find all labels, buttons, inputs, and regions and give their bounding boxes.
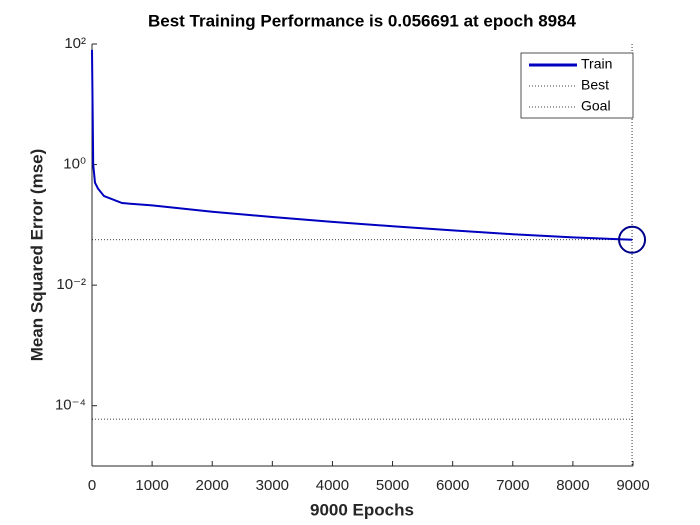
y-axis-label: Mean Squared Error (mse) <box>27 149 46 362</box>
chart-title: Best Training Performance is 0.056691 at… <box>148 11 577 30</box>
x-tick-label: 3000 <box>256 477 289 494</box>
best-marker <box>618 225 647 254</box>
y-tick-label: 10⁻² <box>56 276 86 293</box>
x-tick-label: 0 <box>88 477 96 494</box>
x-tick-label: 9000 <box>616 477 649 494</box>
x-tick-label: 5000 <box>376 477 409 494</box>
x-axis-label: 9000 Epochs <box>310 500 414 519</box>
y-tick-label: 10² <box>64 35 86 52</box>
legend-label: Goal <box>581 98 611 114</box>
y-tick-label: 10⁰ <box>63 156 86 173</box>
train-line <box>91 49 633 241</box>
x-tick-label: 8000 <box>556 477 589 494</box>
x-tick-label: 2000 <box>196 477 229 494</box>
legend-box <box>520 52 634 119</box>
x-tick-label: 4000 <box>316 477 349 494</box>
legend-label: Best <box>581 77 609 93</box>
y-tick-label: 10⁻⁴ <box>55 397 86 414</box>
x-tick-label: 7000 <box>496 477 529 494</box>
x-tick-label: 1000 <box>135 477 168 494</box>
legend-label: Train <box>581 56 612 72</box>
x-tick-label: 6000 <box>436 477 469 494</box>
